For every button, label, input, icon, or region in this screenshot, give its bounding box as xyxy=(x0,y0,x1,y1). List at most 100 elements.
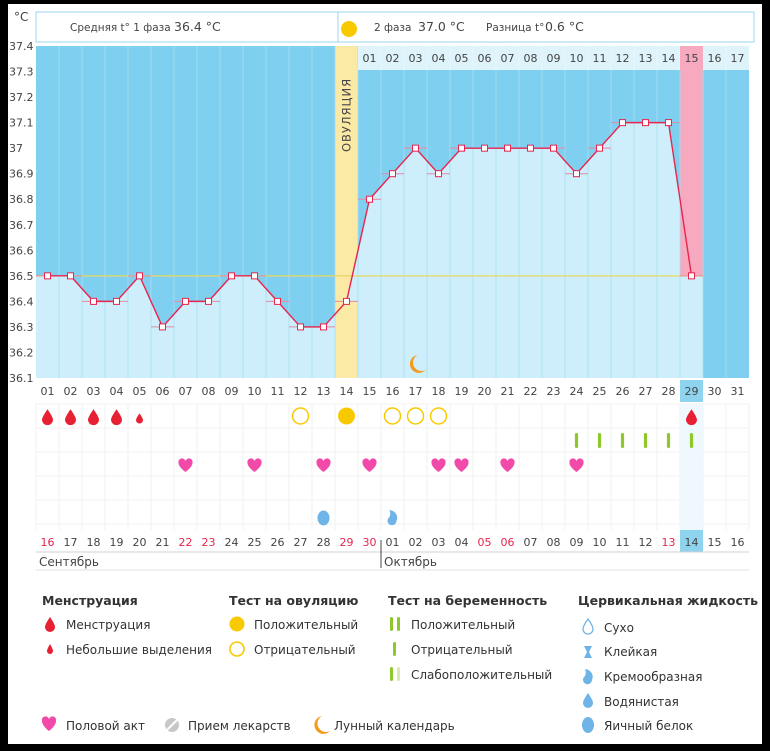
y-axis-unit: °C xyxy=(14,10,28,24)
temperature-point xyxy=(159,323,166,331)
cervical-sticky-icon xyxy=(584,646,592,658)
intercourse-heart-icon xyxy=(41,716,57,731)
cycle-day-label: 02 xyxy=(64,385,78,398)
calendar-date: 04 xyxy=(455,536,469,549)
pregnancy-test-mark xyxy=(620,433,625,448)
cervical-dry-icon xyxy=(582,617,594,635)
temperature-point xyxy=(90,297,97,305)
menstruation-drop xyxy=(88,409,99,426)
calendar-date: 20 xyxy=(133,536,147,549)
spotting-drop-icon xyxy=(47,644,53,654)
legend-cerv-sticky: Клейкая xyxy=(604,645,657,659)
ov-negative-icon xyxy=(229,641,245,657)
phase2-day-label: 11 xyxy=(593,52,607,65)
calendar-date: 06 xyxy=(501,536,515,549)
calendar-date: 11 xyxy=(616,536,630,549)
legend-pregnancy-title: Тест на беременность xyxy=(388,593,547,608)
pregnancy-test-mark xyxy=(689,433,694,448)
preg-weak-icon xyxy=(390,667,393,681)
calendar-date: 05 xyxy=(478,536,492,549)
phase2-day-label: 15 xyxy=(685,52,699,65)
phase2-day-label: 07 xyxy=(501,52,515,65)
cycle-day-label: 01 xyxy=(41,385,55,398)
marker-rows: 01 02 03 04 05 06 07 08 09 10 11 12 13 14 15 16 17 18 19 20… xyxy=(35,380,750,571)
legend-preg-positive: Положительный xyxy=(411,618,515,632)
intercourse-heart xyxy=(431,458,446,472)
intercourse-heart xyxy=(178,458,193,472)
cycle-day-label: 12 xyxy=(294,385,308,398)
cycle-day-label: 15 xyxy=(363,385,377,398)
calendar-date: 29 xyxy=(340,536,354,549)
intercourse-heart xyxy=(247,458,262,472)
temperature-point xyxy=(665,119,672,127)
temperature-point xyxy=(642,119,649,127)
intercourse-heart xyxy=(569,458,584,472)
temperature-plot: 37.4 37.3 37.2 37.1 37 36.9 36.8 36.7 36.6 36.5 36… xyxy=(9,40,749,385)
phase2-day-label: 12 xyxy=(616,52,630,65)
legend-cerv-egg: Яичный белок xyxy=(604,719,693,733)
today-date-bg xyxy=(680,530,703,552)
legend-cerv-watery: Водянистая xyxy=(604,695,679,709)
phase1-avg-label: Средняя t° 1 фаза xyxy=(70,22,171,34)
y-tick-label: 36.6 xyxy=(9,244,34,257)
spotting-drop xyxy=(136,413,143,424)
calendar-date: 02 xyxy=(409,536,423,549)
ovulation-label: ОВУЛЯЦИЯ xyxy=(340,78,354,152)
cycle-day-label: 09 xyxy=(225,385,239,398)
temperature-point xyxy=(481,144,488,152)
legend-ovulation-title: Тест на овуляцию xyxy=(229,593,358,608)
legend-menstruation-title: Менструация xyxy=(42,593,138,608)
cervical-creamy-marker xyxy=(387,510,398,526)
calendar-date: 13 xyxy=(662,536,676,549)
y-tick-label: 36.4 xyxy=(9,295,34,308)
legend-medication: Прием лекарств xyxy=(188,719,291,733)
calendar-date: 27 xyxy=(294,536,308,549)
temperature-point xyxy=(136,272,143,280)
menstruation-drop xyxy=(111,409,122,426)
cycle-day-label: 08 xyxy=(202,385,216,398)
phase2-day-label: 06 xyxy=(478,52,492,65)
cervical-watery-icon xyxy=(583,693,593,708)
cycle-day-label: 17 xyxy=(409,385,423,398)
temp-diff-value: 0.6 °C xyxy=(545,19,584,34)
phase2-day-label: 10 xyxy=(570,52,584,65)
phase2-day-label: 02 xyxy=(386,52,400,65)
temperature-point xyxy=(550,144,557,152)
temperature-point xyxy=(182,297,189,305)
calendar-date: 12 xyxy=(639,536,653,549)
temperature-point xyxy=(573,170,580,178)
intercourse-heart xyxy=(500,458,515,472)
phase2-day-label: 03 xyxy=(409,52,423,65)
cycle-day-label: 14 xyxy=(340,385,354,398)
phase1-avg-value: 36.4 °C xyxy=(174,19,221,34)
phase2-day-highlight xyxy=(680,46,703,70)
cycle-day-label: 11 xyxy=(271,385,285,398)
pregnancy-test-mark xyxy=(666,433,671,448)
cycle-day-label: 19 xyxy=(455,385,469,398)
legend-cerv-creamy: Кремообразная xyxy=(604,670,702,684)
legend-intercourse: Половой акт xyxy=(66,719,145,733)
cycle-day-label: 28 xyxy=(662,385,676,398)
phase2-day-label: 13 xyxy=(639,52,653,65)
cycle-day-label: 22 xyxy=(524,385,538,398)
calendar-date: 24 xyxy=(225,536,239,549)
calendar-date: 23 xyxy=(202,536,216,549)
temperature-point xyxy=(688,272,695,280)
cycle-day-label: 29 xyxy=(685,385,699,398)
phase2-day-label: 04 xyxy=(432,52,446,65)
temperature-point xyxy=(274,297,281,305)
menstruation-drop xyxy=(42,409,53,426)
y-tick-label: 36.3 xyxy=(9,321,34,334)
phase2-day-label: 17 xyxy=(731,52,745,65)
temperature-point xyxy=(297,323,304,331)
preg-positive-icon-2 xyxy=(397,617,400,631)
cycle-day-label: 25 xyxy=(593,385,607,398)
lunar-moon-icon xyxy=(314,716,330,734)
chart-header: Средняя t° 1 фаза 36.4 °C 2 фаза 37.0 °C… xyxy=(35,11,755,43)
cycle-day-label: 23 xyxy=(547,385,561,398)
cycle-day-label: 03 xyxy=(87,385,101,398)
legend-lunar: Лунный календарь xyxy=(334,719,455,733)
legend-ov-positive: Положительный xyxy=(254,618,358,632)
phase2-day-label: 05 xyxy=(455,52,469,65)
calendar-date: 19 xyxy=(110,536,124,549)
